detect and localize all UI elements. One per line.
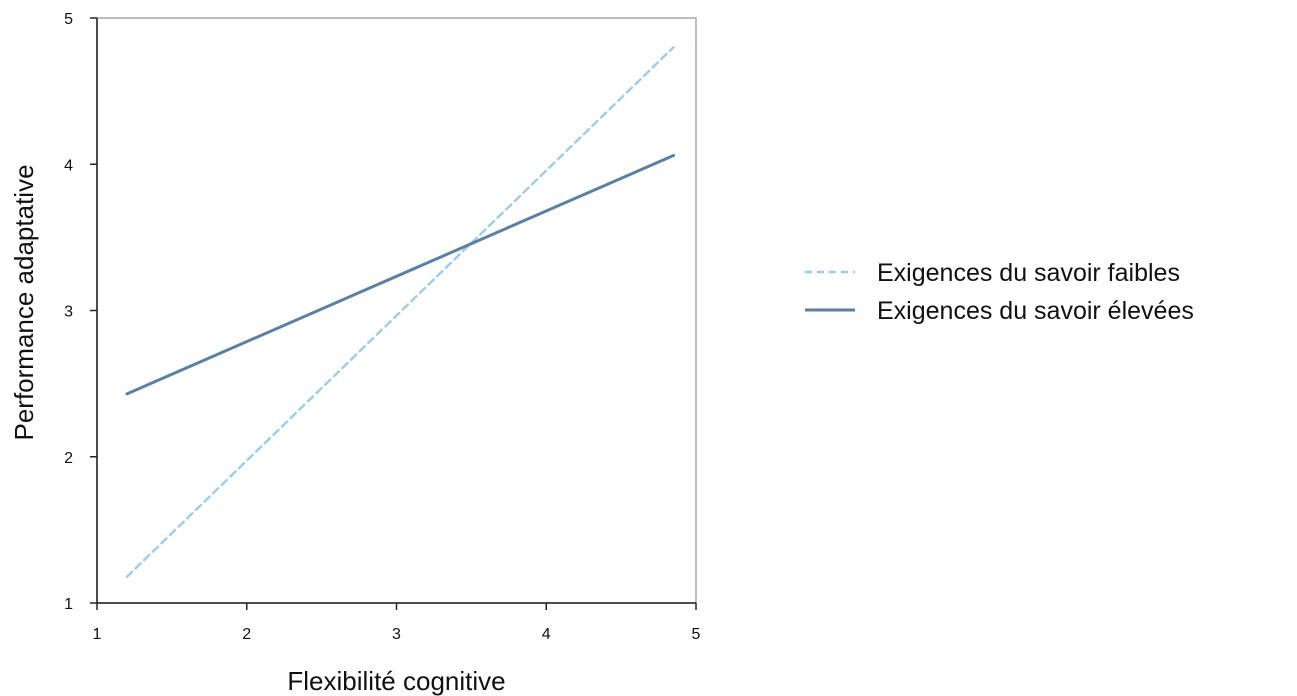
x-tick-label: 4 (542, 626, 551, 643)
legend-label-2: Exigences du savoir élevées (877, 297, 1194, 325)
legend-label-1: Exigences du savoir faibles (877, 259, 1180, 287)
x-tick-label: 5 (692, 626, 701, 643)
series-line-1 (125, 46, 675, 578)
x-tick-label: 2 (242, 626, 251, 643)
y-tick-label: 5 (64, 11, 73, 28)
series-line-2 (125, 153, 676, 396)
y-tick-label: 4 (64, 157, 73, 174)
y-tick-label: 3 (64, 304, 73, 321)
y-tick-label: 2 (64, 450, 73, 467)
series-layer (125, 46, 676, 578)
y-axis-title: Performance adaptative (9, 164, 39, 440)
x-axis: 1 2 3 4 5 (93, 602, 701, 643)
plot-border (96, 17, 697, 604)
x-tick-label: 3 (392, 626, 401, 643)
y-axis: 1 2 3 4 5 (64, 11, 98, 613)
x-tick-label: 1 (93, 626, 102, 643)
plot-area (96, 17, 697, 604)
x-axis-title: Flexibilité cognitive (287, 666, 505, 696)
y-tick-label: 1 (64, 596, 73, 613)
legend: Exigences du savoir faibles Exigences du … (805, 259, 1194, 325)
